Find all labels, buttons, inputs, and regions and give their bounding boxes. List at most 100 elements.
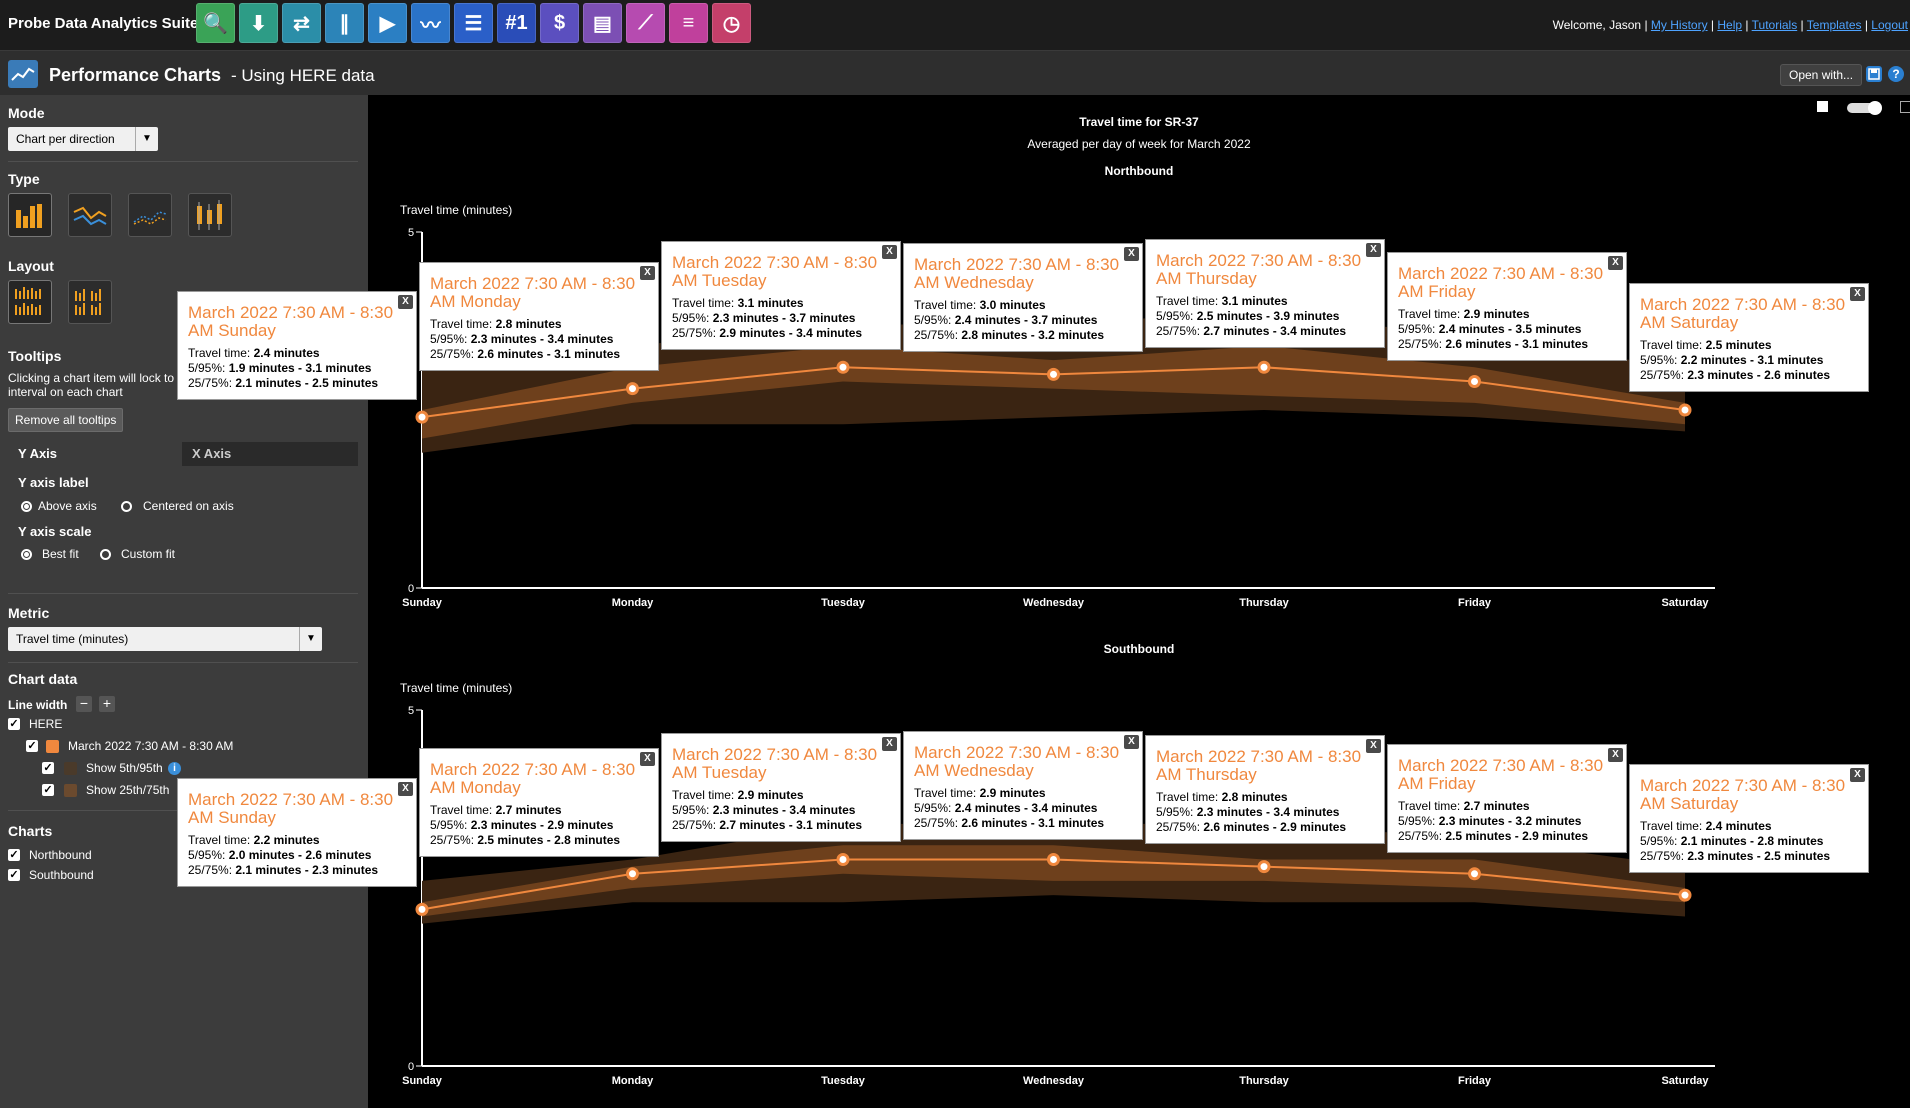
tooltip-title: March 2022 7:30 AM - 8:30 AM Thursday xyxy=(1156,747,1362,784)
tooltip-card: X March 2022 7:30 AM - 8:30 AM Thursday Tr… xyxy=(1146,736,1384,843)
tooltip-travel-time-value: 2.9 minutes xyxy=(979,786,1046,800)
tooltip-5-95-label: 5/95%: xyxy=(672,803,713,817)
tooltip-travel-time-value: 2.8 minutes xyxy=(1221,790,1288,804)
close-tooltip-button[interactable]: X xyxy=(1850,287,1865,301)
close-tooltip-button[interactable]: X xyxy=(1124,247,1139,261)
close-tooltip-button[interactable]: X xyxy=(882,245,897,259)
tooltip-5-95-value: 2.1 minutes - 2.8 minutes xyxy=(1680,834,1824,848)
type-label: Type xyxy=(8,171,40,187)
close-tooltip-button[interactable]: X xyxy=(1366,739,1381,753)
metric-select[interactable]: Travel time (minutes) ▼ xyxy=(8,627,322,651)
tooltip-25-75-value: 2.6 minutes - 3.1 minutes xyxy=(1445,337,1589,351)
close-tooltip-button[interactable]: X xyxy=(1366,243,1381,257)
line-width-decrease-button[interactable]: − xyxy=(76,696,92,712)
multi-view-toggle[interactable] xyxy=(1900,101,1910,113)
trend-map-icon[interactable]: ▶ xyxy=(368,3,407,43)
close-tooltip-button[interactable]: X xyxy=(398,782,413,796)
tooltip-5-95-value: 2.4 minutes - 3.7 minutes xyxy=(954,313,1098,327)
close-tooltip-button[interactable]: X xyxy=(1850,768,1865,782)
single-view-toggle[interactable] xyxy=(1817,101,1828,112)
view-toggle-slider[interactable] xyxy=(1847,103,1881,113)
templates-link[interactable]: Templates xyxy=(1806,18,1862,32)
massive-data-downloader-icon[interactable]: ▤ xyxy=(583,3,622,43)
page-title: Performance Charts xyxy=(49,65,222,85)
layout-side-by-side-button[interactable] xyxy=(68,280,112,324)
tooltip-travel-time-label: Travel time: xyxy=(1156,294,1222,308)
show-25-75-checkbox[interactable]: ✓ xyxy=(42,784,54,796)
tooltip-travel-time: Travel time: 2.8 minutes xyxy=(430,317,648,332)
congestion-scan-icon[interactable]: ∥ xyxy=(325,3,364,43)
data-point xyxy=(1047,367,1060,381)
tooltip-25-75-value: 2.6 minutes - 2.9 minutes xyxy=(1203,820,1347,834)
best-fit-label: Best fit xyxy=(42,547,79,561)
tooltip-travel-time: Travel time: 2.9 minutes xyxy=(1398,307,1616,322)
tooltip-5-95-value: 2.3 minutes - 3.4 minutes xyxy=(1196,805,1340,819)
show-5-95-checkbox[interactable]: ✓ xyxy=(42,762,54,774)
band-5-95-swatch xyxy=(64,762,77,775)
line-width-label: Line width xyxy=(8,698,68,712)
close-tooltip-button[interactable]: X xyxy=(640,266,655,280)
show-25-75-label: Show 25th/75th xyxy=(86,783,170,797)
chevron-down-icon: ▼ xyxy=(299,627,322,651)
chart-title: Travel time for SR-37 xyxy=(1079,115,1199,129)
page-subtitle: - Using HERE data xyxy=(231,66,375,85)
tooltip-5-95-value: 2.3 minutes - 3.4 minutes xyxy=(470,332,614,346)
southbound-checkbox[interactable]: ✓ xyxy=(8,869,20,881)
ranking-number-icon[interactable]: #1 xyxy=(497,3,536,43)
travel-time-icon[interactable]: ◷ xyxy=(712,3,751,43)
tooltip-25-75-value: 2.7 minutes - 3.4 minutes xyxy=(1203,324,1347,338)
northbound-checkbox[interactable]: ✓ xyxy=(8,849,20,861)
close-tooltip-button[interactable]: X xyxy=(1124,735,1139,749)
download-icon[interactable]: ⬇ xyxy=(239,3,278,43)
line-width-increase-button[interactable]: + xyxy=(99,696,115,712)
here-checkbox[interactable]: ✓ xyxy=(8,718,20,730)
user-links: Welcome, Jason | My History | Help | Tut… xyxy=(1552,18,1908,32)
open-with-button[interactable]: Open with... xyxy=(1780,64,1863,86)
tooltip-title: March 2022 7:30 AM - 8:30 AM Saturday xyxy=(1640,776,1846,813)
close-tooltip-button[interactable]: X xyxy=(640,752,655,766)
ranking-list-icon[interactable]: ☰ xyxy=(454,3,493,43)
tooltip-travel-time-value: 3.1 minutes xyxy=(1221,294,1288,308)
tooltip-title: March 2022 7:30 AM - 8:30 AM Tuesday xyxy=(672,745,878,782)
custom-fit-radio[interactable] xyxy=(100,549,111,560)
view-toggle-knob[interactable] xyxy=(1868,101,1882,115)
signal-analytics-icon[interactable]: ⟋ xyxy=(626,3,665,43)
help-icon[interactable]: ? xyxy=(1888,66,1904,82)
above-axis-radio[interactable] xyxy=(21,501,32,512)
best-fit-radio[interactable] xyxy=(21,549,32,560)
scatter-chart-type-button[interactable] xyxy=(128,193,172,237)
user-delay-cost-icon[interactable]: $ xyxy=(540,3,579,43)
segmentation-icon[interactable]: ≡ xyxy=(669,3,708,43)
performance-charts-icon[interactable]: 〰 xyxy=(411,3,450,43)
box-chart-type-button[interactable] xyxy=(188,193,232,237)
tooltip-25-75: 25/75%: 2.7 minutes - 3.1 minutes xyxy=(672,818,890,833)
line-chart-type-button[interactable] xyxy=(68,193,112,237)
tooltip-travel-time-label: Travel time: xyxy=(1640,819,1706,833)
tooltip-25-75-label: 25/75%: xyxy=(672,818,720,832)
tab-x-axis[interactable]: X Axis xyxy=(182,442,358,466)
close-tooltip-button[interactable]: X xyxy=(1608,256,1623,270)
dataset-checkbox[interactable]: ✓ xyxy=(26,740,38,752)
info-icon[interactable]: i xyxy=(168,762,181,775)
close-tooltip-button[interactable]: X xyxy=(398,295,413,309)
help-link[interactable]: Help xyxy=(1717,18,1743,32)
remove-all-tooltips-button[interactable]: Remove all tooltips xyxy=(8,408,124,432)
close-tooltip-button[interactable]: X xyxy=(882,737,897,751)
search-map-icon[interactable]: 🔍 xyxy=(196,3,235,43)
layout-stacked-button[interactable] xyxy=(8,280,52,324)
bar-chart-type-button[interactable] xyxy=(8,193,52,237)
dataset-color-swatch[interactable] xyxy=(46,740,59,753)
x-tick-label: Friday xyxy=(1458,1075,1492,1087)
centered-axis-radio[interactable] xyxy=(121,501,132,512)
my-history-link[interactable]: My History xyxy=(1650,18,1708,32)
tab-y-axis[interactable]: Y Axis xyxy=(8,442,182,466)
tooltips-label: Tooltips xyxy=(8,348,62,364)
mode-select[interactable]: Chart per direction ▼ xyxy=(8,127,158,151)
tooltip-travel-time: Travel time: 3.0 minutes xyxy=(914,298,1132,313)
save-icon[interactable] xyxy=(1866,66,1882,82)
tutorials-link[interactable]: Tutorials xyxy=(1751,18,1798,32)
bottleneck-icon[interactable]: ⇄ xyxy=(282,3,321,43)
y-tick-label: 5 xyxy=(408,705,414,717)
close-tooltip-button[interactable]: X xyxy=(1608,748,1623,762)
logout-link[interactable]: Logout xyxy=(1871,18,1908,32)
